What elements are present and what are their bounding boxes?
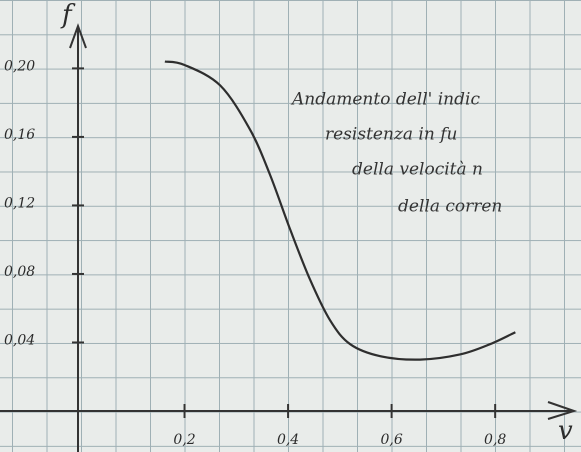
chart: f v 0,04 0,08 0,12 0,16 0,20 0,2 0,4 0,6 0,8 Anda… xyxy=(0,0,581,452)
x-tick-label: 0,8 xyxy=(484,432,506,448)
annotation: Andamento dell' indic xyxy=(290,90,480,110)
x-axis-label: v xyxy=(558,416,573,446)
annotation: della velocità n xyxy=(352,160,483,180)
annotation: resistenza in fu xyxy=(325,125,457,145)
x-tick-label: 0,6 xyxy=(380,432,402,448)
x-tick-label: 0,4 xyxy=(277,432,299,448)
y-tick-label: 0,12 xyxy=(4,195,35,211)
y-tick-label: 0,20 xyxy=(4,58,35,74)
annotation: della corren xyxy=(398,197,502,217)
y-tick-label: 0,16 xyxy=(4,127,35,143)
y-tick-label: 0,04 xyxy=(4,332,35,348)
x-tick-label: 0,2 xyxy=(173,432,195,448)
y-axis-label: f xyxy=(60,0,76,30)
y-tick-label: 0,08 xyxy=(4,264,35,280)
